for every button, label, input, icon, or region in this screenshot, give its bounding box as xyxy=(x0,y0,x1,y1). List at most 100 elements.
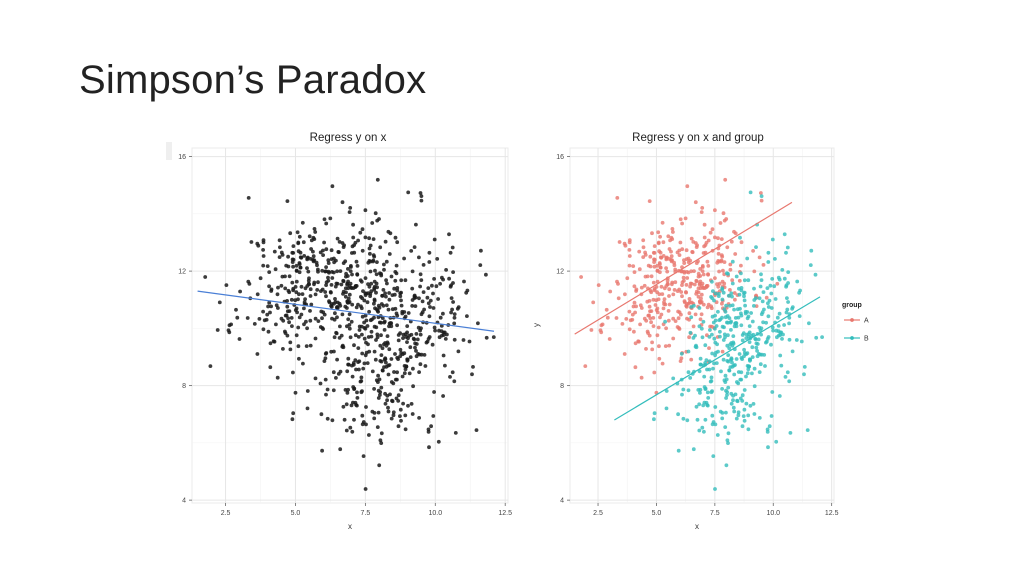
data-point xyxy=(374,272,379,277)
data-point xyxy=(329,304,334,309)
data-point xyxy=(409,402,414,406)
data-point xyxy=(276,306,280,310)
data-point xyxy=(713,353,717,358)
data-point xyxy=(651,324,656,328)
data-point xyxy=(805,428,810,432)
data-point xyxy=(658,262,662,266)
data-point xyxy=(722,332,727,337)
data-point xyxy=(426,286,431,290)
data-point xyxy=(754,345,759,350)
data-point xyxy=(772,284,777,289)
data-point xyxy=(293,390,298,395)
data-point xyxy=(305,406,310,411)
data-point xyxy=(353,333,358,338)
data-point xyxy=(798,288,802,293)
data-point xyxy=(734,274,739,279)
data-point xyxy=(644,347,648,351)
data-point xyxy=(284,263,289,268)
data-point xyxy=(740,424,745,429)
data-point xyxy=(692,269,696,273)
data-point xyxy=(370,369,375,374)
data-point xyxy=(345,281,350,286)
data-point xyxy=(663,302,668,307)
data-point xyxy=(348,281,353,286)
data-point xyxy=(436,297,440,301)
data-point xyxy=(623,292,627,297)
data-point xyxy=(395,240,400,245)
data-point xyxy=(346,296,351,301)
data-point xyxy=(722,260,727,264)
data-point xyxy=(748,190,753,195)
data-point xyxy=(663,344,668,348)
data-point xyxy=(438,281,442,286)
data-point xyxy=(351,235,356,240)
data-point xyxy=(382,267,386,272)
data-point xyxy=(443,363,447,368)
data-point xyxy=(720,387,724,391)
data-point xyxy=(709,375,714,380)
data-point xyxy=(785,245,790,250)
data-point xyxy=(285,333,290,338)
data-point xyxy=(717,318,722,323)
data-point xyxy=(632,300,637,305)
data-point xyxy=(395,286,400,290)
data-point xyxy=(335,236,340,241)
data-point xyxy=(344,402,349,407)
data-point xyxy=(642,283,647,288)
data-point xyxy=(343,294,348,299)
data-point xyxy=(633,310,637,315)
data-point xyxy=(706,396,711,400)
data-point xyxy=(760,310,765,315)
data-point xyxy=(338,324,342,329)
data-point xyxy=(368,318,373,323)
data-point xyxy=(269,304,273,309)
data-point xyxy=(726,431,731,436)
data-point xyxy=(450,307,454,312)
data-point xyxy=(355,272,360,277)
data-point xyxy=(666,309,671,313)
data-point xyxy=(710,324,714,329)
data-point xyxy=(410,412,415,416)
data-point xyxy=(357,359,362,364)
data-point xyxy=(758,362,763,367)
data-point xyxy=(449,310,453,315)
data-point xyxy=(399,303,404,308)
data-point xyxy=(421,290,426,294)
data-point xyxy=(275,375,280,380)
data-point xyxy=(305,389,310,393)
data-point xyxy=(286,254,290,259)
data-point xyxy=(727,316,732,320)
data-point xyxy=(728,303,732,308)
data-point xyxy=(650,340,654,345)
data-point xyxy=(799,339,804,344)
data-point xyxy=(730,294,734,299)
data-point xyxy=(302,322,306,327)
data-point xyxy=(745,310,750,314)
data-point xyxy=(386,405,390,410)
data-point xyxy=(324,247,329,252)
data-point xyxy=(699,312,704,317)
data-point xyxy=(733,392,738,397)
data-point xyxy=(309,302,314,307)
data-point xyxy=(647,299,652,303)
data-point xyxy=(678,240,683,245)
data-point xyxy=(452,379,457,384)
data-point xyxy=(737,352,742,356)
data-point xyxy=(372,279,377,284)
data-point xyxy=(332,335,337,340)
data-point xyxy=(396,338,401,343)
data-point xyxy=(368,269,373,274)
data-point xyxy=(736,413,741,418)
data-point xyxy=(718,221,723,225)
data-point xyxy=(405,358,410,363)
data-point xyxy=(340,344,345,349)
data-point xyxy=(305,326,309,331)
data-point xyxy=(671,376,676,381)
data-point xyxy=(771,328,775,333)
data-point xyxy=(681,275,686,280)
legend-key-point xyxy=(850,318,854,322)
data-point xyxy=(346,362,351,367)
data-point xyxy=(417,296,421,301)
data-point xyxy=(390,398,394,403)
data-point xyxy=(334,376,338,380)
